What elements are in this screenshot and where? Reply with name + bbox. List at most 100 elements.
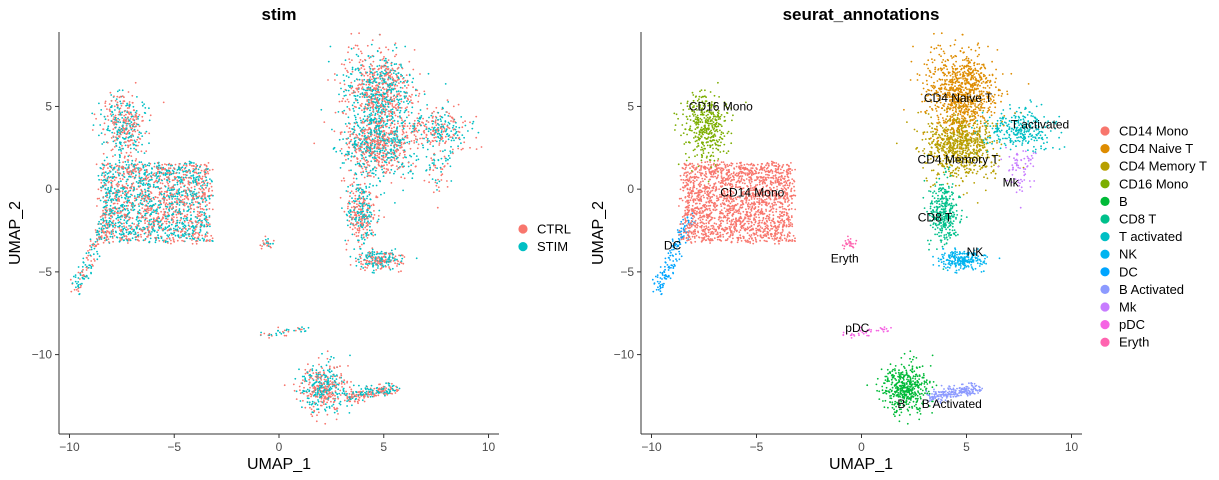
cell-point xyxy=(392,149,395,152)
cell-point xyxy=(375,135,378,138)
cell-point xyxy=(208,195,210,198)
cell-point xyxy=(320,400,322,403)
cell-point xyxy=(107,188,109,191)
cell-point xyxy=(202,198,205,201)
cell-point xyxy=(434,119,437,122)
cell-point xyxy=(400,107,403,109)
cell-point xyxy=(379,51,382,54)
cell-point xyxy=(367,252,369,254)
cell-point xyxy=(380,193,382,196)
cell-point xyxy=(415,94,417,97)
cell-point xyxy=(408,122,411,125)
cell-point xyxy=(201,175,204,178)
cell-point xyxy=(157,168,160,171)
cell-point xyxy=(116,171,119,174)
cell-point xyxy=(112,155,114,158)
cell-point xyxy=(362,65,365,68)
cell-point xyxy=(191,229,194,232)
cell-point xyxy=(203,225,206,227)
cell-point xyxy=(464,120,466,123)
cell-point xyxy=(333,411,336,414)
cell-point xyxy=(164,163,166,166)
cell-point xyxy=(308,374,311,376)
cell-point xyxy=(139,181,141,184)
cell-point xyxy=(402,130,404,133)
cell-point xyxy=(125,128,127,131)
cell-point xyxy=(134,159,137,162)
cell-point xyxy=(422,146,425,149)
cell-point xyxy=(378,142,381,145)
cell-point xyxy=(390,62,393,65)
cell-point xyxy=(332,401,335,404)
cell-point xyxy=(371,248,374,251)
cell-point xyxy=(415,141,418,143)
cell-point xyxy=(391,111,394,113)
cell-point xyxy=(199,239,201,242)
cell-point xyxy=(170,163,173,166)
cell-point xyxy=(112,135,115,138)
cell-point xyxy=(114,222,117,225)
cell-point xyxy=(127,209,129,212)
cell-point xyxy=(353,80,356,82)
cell-point xyxy=(442,125,445,128)
cell-point xyxy=(408,95,411,97)
cell-point xyxy=(168,237,171,240)
cell-point xyxy=(119,100,122,103)
cell-point xyxy=(394,42,397,45)
cell-point xyxy=(312,405,315,408)
cell-point xyxy=(374,166,376,169)
cell-point xyxy=(125,235,128,238)
cell-point xyxy=(324,380,326,383)
cell-point xyxy=(363,182,366,185)
cell-point xyxy=(318,388,321,391)
cell-point xyxy=(347,224,349,227)
cell-point xyxy=(384,389,387,392)
cell-point xyxy=(448,122,451,125)
cell-point xyxy=(117,210,119,213)
cell-point xyxy=(435,140,438,143)
cell-point xyxy=(344,67,347,70)
cell-point xyxy=(377,257,380,259)
cell-point xyxy=(175,172,178,175)
cell-point xyxy=(206,184,209,187)
cell-point xyxy=(437,111,440,114)
cell-point xyxy=(386,91,389,94)
cell-point xyxy=(445,129,448,132)
cell-point xyxy=(373,210,375,212)
cell-point xyxy=(144,212,147,215)
cell-point xyxy=(339,82,342,84)
cell-point xyxy=(122,147,124,150)
cell-point xyxy=(317,372,320,375)
cell-point xyxy=(182,164,185,167)
cell-point xyxy=(117,120,119,123)
cell-point xyxy=(106,201,108,204)
cell-point xyxy=(358,32,360,35)
cell-point xyxy=(192,176,195,179)
cell-point xyxy=(445,140,447,143)
cell-point xyxy=(168,225,171,228)
cell-point xyxy=(377,156,380,159)
cell-point xyxy=(168,234,171,236)
cell-point xyxy=(404,122,406,125)
cell-point xyxy=(205,199,208,202)
cell-point xyxy=(433,162,435,164)
cell-point xyxy=(375,184,378,187)
cell-point xyxy=(341,100,343,103)
cell-point xyxy=(196,184,199,186)
cell-point xyxy=(414,135,417,138)
cell-point xyxy=(182,227,184,230)
cell-point xyxy=(357,391,360,393)
cell-point xyxy=(391,382,393,385)
cell-point xyxy=(295,390,298,393)
cell-point xyxy=(113,123,115,126)
cell-point xyxy=(348,58,351,60)
cell-point xyxy=(355,395,358,398)
cell-point xyxy=(320,365,323,368)
cell-point xyxy=(351,228,354,231)
cell-point xyxy=(378,137,381,140)
cell-point xyxy=(392,49,394,52)
cell-point xyxy=(184,192,187,195)
cell-point xyxy=(96,229,99,232)
cell-point xyxy=(308,401,311,404)
cell-point xyxy=(188,163,191,166)
